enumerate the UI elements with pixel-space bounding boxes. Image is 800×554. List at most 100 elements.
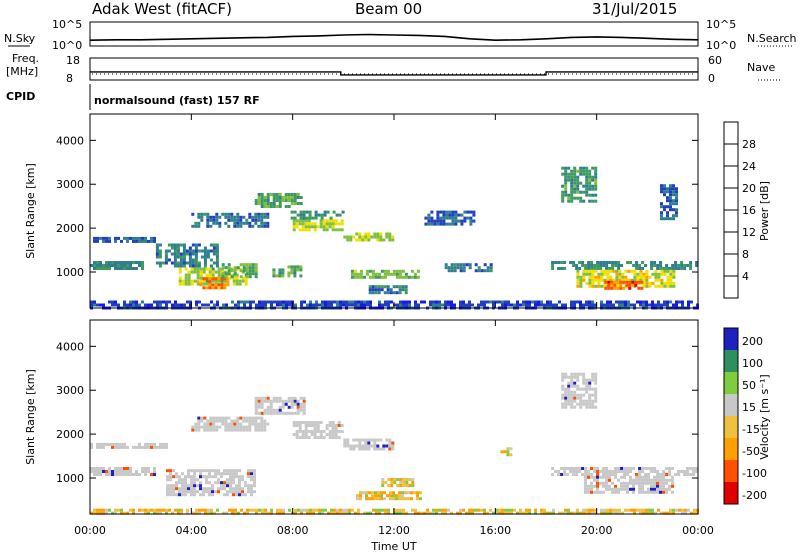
heatmap-cell [93, 267, 96, 270]
heatmap-cell [690, 511, 693, 515]
heatmap-cell [233, 428, 237, 432]
heatmap-cell [90, 511, 93, 515]
heatmap-cell [582, 387, 586, 391]
heatmap-cell [232, 475, 235, 479]
heatmap-cell [190, 490, 193, 494]
heatmap-cell [209, 264, 213, 268]
heatmap-cell [247, 490, 250, 494]
heatmap-cell [301, 430, 305, 433]
heatmap-cell [416, 494, 419, 498]
heatmap-patch [90, 508, 699, 515]
heatmap-cell [480, 508, 483, 512]
heatmap-cell [474, 269, 478, 273]
heatmap-cell [632, 478, 635, 482]
heatmap-cell [260, 396, 264, 400]
heatmap-cell [635, 475, 638, 479]
heatmap-cell [233, 221, 237, 225]
heatmap-cell [396, 508, 399, 512]
heatmap-cell [442, 216, 446, 220]
heatmap-cell [330, 508, 333, 512]
heatmap-cell [579, 278, 583, 282]
heatmap-cell [384, 303, 387, 307]
colorbar-band [724, 328, 738, 351]
heatmap-cell [627, 508, 630, 512]
heatmap-cell [257, 199, 261, 202]
heatmap-cell [632, 467, 636, 470]
heatmap-patch [660, 184, 678, 221]
heatmap-cell [296, 411, 300, 415]
heatmap-cell [193, 490, 196, 494]
heatmap-cell [587, 484, 590, 488]
heatmap-cell [175, 484, 178, 488]
heatmap-cell [190, 478, 193, 482]
heatmap-cell [179, 252, 183, 256]
heatmap-cell [239, 416, 243, 420]
heatmap-cell [220, 475, 223, 479]
heatmap-cell [298, 430, 302, 433]
heatmap-cell [278, 271, 282, 275]
heatmap-cell [668, 487, 671, 491]
heatmap-cell [633, 278, 637, 282]
heatmap-cell [132, 508, 135, 512]
heatmap-cell [579, 393, 583, 397]
heatmap-cell [290, 405, 294, 409]
heatmap-cell [272, 411, 276, 415]
heatmap-cell [629, 487, 632, 491]
heatmap-cell [209, 419, 213, 423]
heatmap-cell [340, 424, 344, 427]
heatmap-cell [153, 445, 156, 449]
heatmap-cell [351, 303, 354, 307]
heatmap-cell [330, 300, 333, 304]
heatmap-cell [214, 490, 217, 494]
heatmap-cell [260, 193, 264, 196]
heatmap-cell [573, 405, 577, 409]
heatmap-cell [224, 215, 228, 219]
heatmap-cell [179, 258, 183, 262]
heatmap-cell [572, 264, 576, 267]
heatmap-cell [336, 511, 339, 515]
heatmap-cell [282, 303, 285, 307]
heatmap-cell [229, 481, 232, 485]
heatmap-cell [389, 497, 392, 501]
heatmap-cell [203, 428, 207, 432]
heatmap-cell [677, 470, 681, 473]
heatmap-cell [294, 511, 297, 515]
heatmap-cell [281, 399, 285, 403]
heatmap-cell [190, 267, 194, 271]
heatmap-cell [570, 402, 574, 406]
heatmap-cell [662, 484, 665, 488]
heatmap-cell [266, 399, 270, 403]
heatmap-cell [216, 303, 219, 307]
heatmap-cell [126, 467, 129, 470]
heatmap-cell [185, 252, 189, 256]
heatmap-cell [582, 508, 585, 512]
heatmap-cell [191, 425, 195, 429]
heatmap-cell [648, 284, 652, 288]
heatmap-cell [390, 481, 394, 484]
heatmap-cell [313, 222, 317, 226]
heatmap-cell [390, 484, 394, 487]
heatmap-cell [325, 427, 329, 430]
heatmap-cell [402, 484, 406, 487]
heatmap-cell [672, 275, 676, 279]
heatmap-cell [656, 481, 659, 485]
heatmap-cell [150, 508, 153, 512]
heatmap-cell [358, 441, 362, 445]
heatmap-cell [287, 193, 291, 196]
heatmap-cell [298, 436, 302, 439]
heatmap-cell [248, 272, 252, 276]
heatmap-cell [179, 243, 183, 247]
heatmap-cell [402, 300, 405, 304]
heatmap-cell [492, 303, 495, 307]
heatmap-cell [147, 303, 150, 307]
heatmap-cell [570, 405, 574, 409]
heatmap-cell [371, 491, 374, 495]
heatmap-cell [217, 267, 221, 271]
heatmap-cell [195, 508, 198, 512]
heatmap-cell [354, 303, 357, 307]
heatmap-cell [471, 303, 474, 307]
heatmap-cell [570, 381, 574, 385]
heatmap-cell [183, 303, 186, 307]
heatmap-cell [370, 444, 374, 448]
heatmap-cell [642, 300, 645, 304]
